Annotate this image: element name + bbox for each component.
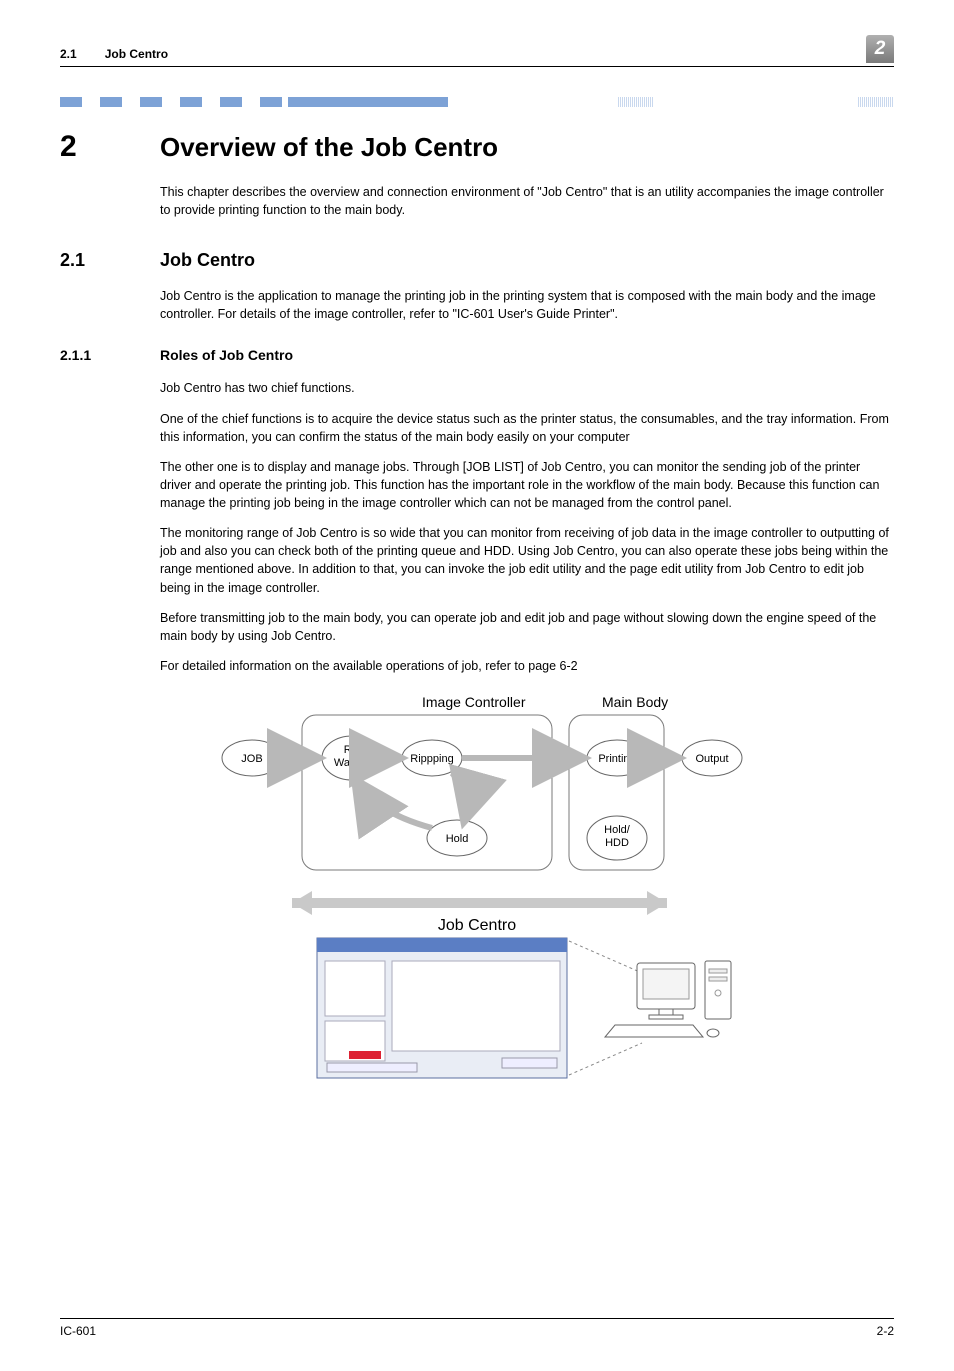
label-main-body: Main Body xyxy=(602,694,668,710)
footer-right: 2-2 xyxy=(877,1323,894,1340)
subsection-p6: For detailed information on the availabl… xyxy=(160,657,894,675)
node-hold: Hold xyxy=(446,833,469,845)
chapter-badge: 2 xyxy=(866,35,894,63)
label-job-centro: Job Centro xyxy=(438,917,516,934)
subsection-number: 2.1.1 xyxy=(60,345,110,365)
header-rule xyxy=(60,66,894,67)
node-rip-waiting-l2: Waiting xyxy=(334,757,370,769)
chapter-title: Overview of the Job Centro xyxy=(160,129,498,167)
chapter-heading: 2 Overview of the Job Centro xyxy=(60,125,894,169)
computer-icon xyxy=(605,961,731,1037)
node-hold-hdd-l2: HDD xyxy=(605,837,629,849)
running-header: 2.1 Job Centro 2 xyxy=(60,35,894,63)
workflow-diagram: Image Controller Main Body JOB Rip Waiti… xyxy=(60,693,894,1118)
chapter-number: 2 xyxy=(60,125,110,169)
subsection-heading: 2.1.1 Roles of Job Centro xyxy=(60,345,894,365)
node-hold-hdd-l1: Hold/ xyxy=(604,824,631,836)
decorative-stripe xyxy=(60,97,894,107)
subsection-title: Roles of Job Centro xyxy=(160,345,293,365)
job-centro-window-icon xyxy=(317,938,567,1078)
node-printing: Printing xyxy=(598,753,635,765)
subsection-p2: One of the chief functions is to acquire… xyxy=(160,410,894,446)
section-number: 2.1 xyxy=(60,247,110,273)
subsection-p3: The other one is to display and manage j… xyxy=(160,458,894,512)
section-title: Job Centro xyxy=(160,247,255,273)
subsection-p4: The monitoring range of Job Centro is so… xyxy=(160,524,894,597)
header-section-label: Job Centro xyxy=(105,46,168,63)
workflow-svg: Image Controller Main Body JOB Rip Waiti… xyxy=(197,693,757,1113)
page-footer: IC-601 2-2 xyxy=(60,1318,894,1340)
chapter-intro: This chapter describes the overview and … xyxy=(160,183,894,219)
subsection-p1: Job Centro has two chief functions. xyxy=(160,379,894,397)
section-heading: 2.1 Job Centro xyxy=(60,247,894,273)
node-rip-waiting-l1: Rip xyxy=(344,744,361,756)
section-para: Job Centro is the application to manage … xyxy=(160,287,894,323)
header-section-number: 2.1 xyxy=(60,46,77,63)
dashed-connectors xyxy=(569,941,642,1075)
footer-left: IC-601 xyxy=(60,1323,96,1340)
range-arrow xyxy=(292,891,667,915)
label-image-controller: Image Controller xyxy=(422,694,526,710)
subsection-p5: Before transmitting job to the main body… xyxy=(160,609,894,645)
node-ripping: Rippping xyxy=(410,753,453,765)
node-job: JOB xyxy=(241,753,262,765)
node-output: Output xyxy=(695,753,728,765)
